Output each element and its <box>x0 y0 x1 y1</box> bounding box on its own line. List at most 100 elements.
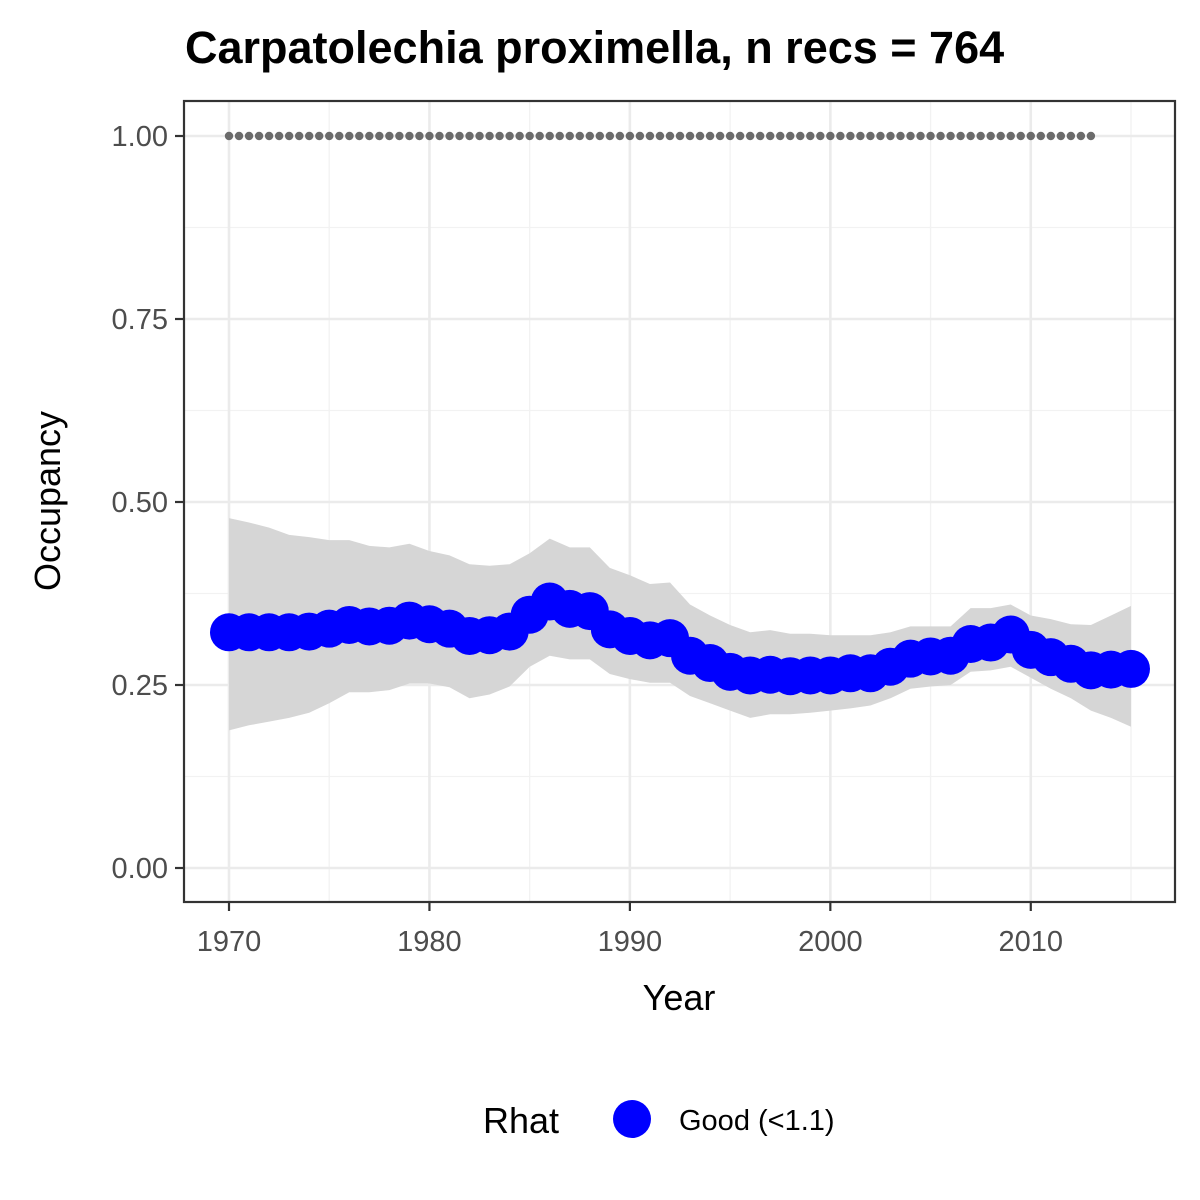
reference-dot <box>976 131 985 141</box>
y-tick-label: 0.50 <box>112 487 168 519</box>
reference-dot <box>505 131 514 141</box>
x-tick-label: 1970 <box>197 926 262 958</box>
reference-dot <box>485 131 494 141</box>
reference-dot <box>816 131 825 141</box>
reference-dot <box>1026 131 1035 141</box>
x-tick-label: 1990 <box>598 926 663 958</box>
reference-dot <box>1086 131 1096 141</box>
reference-dot <box>1056 131 1066 141</box>
reference-dot <box>776 131 785 141</box>
reference-dot <box>254 131 264 141</box>
reference-dot <box>1016 131 1025 141</box>
reference-dot <box>635 131 645 141</box>
reference-dot <box>294 131 304 141</box>
reference-dot <box>946 131 955 141</box>
reference-dot <box>846 131 855 141</box>
reference-dot <box>345 131 354 141</box>
reference-dot <box>836 131 845 141</box>
reference-dot <box>916 131 925 141</box>
reference-dot <box>715 131 725 141</box>
reference-dot <box>1076 131 1086 141</box>
reference-dot <box>615 131 625 141</box>
reference-dot <box>735 131 745 141</box>
reference-dot <box>906 131 915 141</box>
reference-dot <box>325 131 334 141</box>
reference-dot <box>705 131 715 141</box>
reference-dot <box>335 131 344 141</box>
reference-dot <box>515 131 524 141</box>
reference-dot <box>595 131 605 141</box>
reference-dot <box>244 131 254 141</box>
reference-dot <box>695 131 705 141</box>
reference-dot <box>465 131 474 141</box>
y-axis: 0.00 0.25 0.50 0.75 1.00 <box>112 121 184 885</box>
reference-dot <box>415 131 424 141</box>
reference-dot <box>986 131 995 141</box>
reference-dot <box>304 131 314 141</box>
reference-dot <box>966 131 975 141</box>
reference-dot <box>375 131 384 141</box>
reference-dot <box>475 131 484 141</box>
reference-dot <box>625 131 635 141</box>
reference-line-layer <box>224 131 1096 141</box>
reference-dot <box>1066 131 1076 141</box>
x-tick-label: 2010 <box>999 926 1064 958</box>
reference-dot <box>425 131 434 141</box>
reference-dot <box>565 131 574 141</box>
y-tick-label: 0.25 <box>112 670 168 702</box>
reference-dot <box>355 131 364 141</box>
reference-dot <box>234 131 244 141</box>
x-tick-label: 2000 <box>798 926 863 958</box>
reference-dot <box>395 131 404 141</box>
y-axis-title: Occupancy <box>27 411 68 591</box>
reference-dot <box>605 131 615 141</box>
reference-dot <box>856 131 865 141</box>
occupancy-point <box>1112 649 1150 688</box>
reference-dot <box>806 131 815 141</box>
reference-dot <box>796 131 805 141</box>
occupancy-points-layer <box>210 582 1150 696</box>
reference-dot <box>365 131 374 141</box>
reference-dot <box>996 131 1005 141</box>
reference-dot <box>585 131 594 141</box>
reference-dot <box>766 131 775 141</box>
reference-dot <box>224 131 234 141</box>
reference-dot <box>786 131 795 141</box>
reference-dot <box>315 131 324 141</box>
x-axis-title: Year <box>643 977 716 1018</box>
reference-dot <box>445 131 454 141</box>
y-tick-label: 0.75 <box>112 304 168 336</box>
reference-dot <box>274 131 284 141</box>
reference-dot <box>826 131 835 141</box>
reference-dot <box>555 131 564 141</box>
legend-key-good <box>613 1100 651 1138</box>
reference-dot <box>956 131 965 141</box>
chart-title: Carpatolechia proximella, n recs = 764 <box>185 22 1004 73</box>
reference-dot <box>385 131 394 141</box>
x-tick-label: 1980 <box>397 926 462 958</box>
reference-dot <box>926 131 935 141</box>
reference-dot <box>665 131 675 141</box>
legend-label-good: Good (<1.1) <box>679 1105 835 1137</box>
reference-dot <box>495 131 504 141</box>
reference-dot <box>755 131 765 141</box>
reference-dot <box>1046 131 1056 141</box>
reference-dot <box>264 131 274 141</box>
y-tick-label: 0.00 <box>112 853 168 885</box>
reference-dot <box>745 131 755 141</box>
reference-dot <box>405 131 414 141</box>
reference-dot <box>645 131 655 141</box>
reference-dot <box>886 131 895 141</box>
reference-dot <box>284 131 294 141</box>
reference-dot <box>545 131 554 141</box>
reference-dot <box>685 131 695 141</box>
y-tick-label: 1.00 <box>112 121 168 153</box>
legend-title: Rhat <box>483 1100 559 1141</box>
reference-dot <box>725 131 735 141</box>
reference-dot <box>655 131 665 141</box>
reference-dot <box>455 131 464 141</box>
reference-dot <box>936 131 945 141</box>
reference-dot <box>675 131 685 141</box>
reference-dot <box>435 131 444 141</box>
